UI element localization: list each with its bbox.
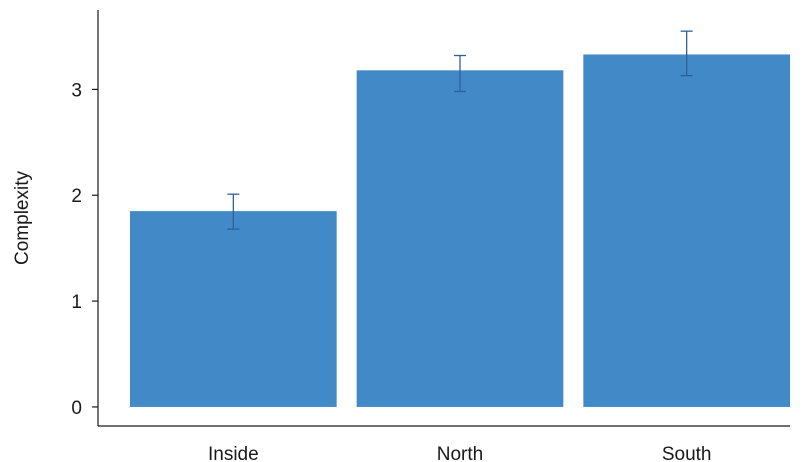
bar-north [356, 70, 564, 407]
x-labels-layer: Inside North South [208, 444, 712, 462]
error-bar-south [680, 30, 693, 77]
x-tick-label-inside: Inside [208, 444, 259, 462]
y-tick-label: 3 [71, 80, 82, 101]
bar-inside [130, 211, 337, 407]
y-tick-label: 2 [71, 186, 82, 207]
bar-south [583, 54, 790, 407]
x-tick-label-south: South [662, 444, 712, 462]
y-tick-label: 1 [71, 292, 82, 313]
y-axis-label: Complexity [12, 171, 33, 265]
y-ticks-layer: 0 1 2 3 [71, 80, 98, 419]
error-bar-north [454, 54, 466, 93]
axes-layer [97, 10, 790, 427]
y-tick-label: 0 [71, 398, 82, 419]
error-bars-layer [227, 30, 693, 230]
error-bar-inside [227, 193, 240, 230]
x-tick-label-north: North [437, 444, 483, 462]
bars-layer [130, 54, 790, 407]
